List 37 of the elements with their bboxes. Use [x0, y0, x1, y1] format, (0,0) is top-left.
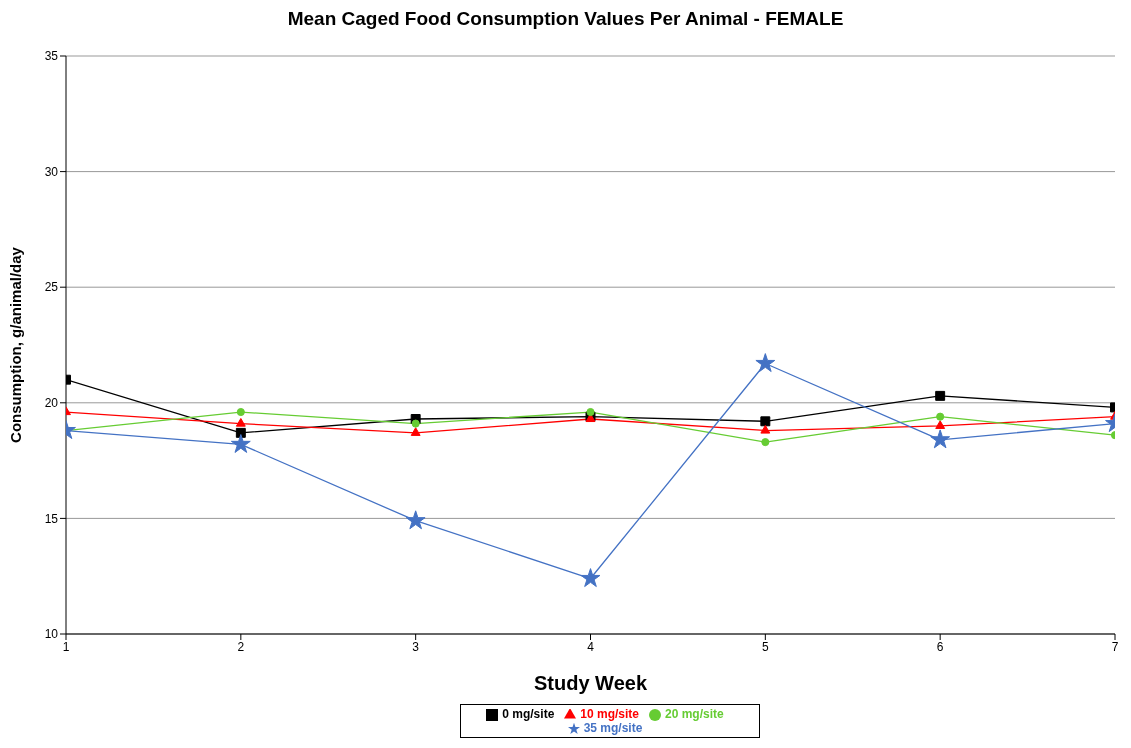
legend-label: 10 mg/site [580, 707, 640, 721]
x-axis-title: Study Week [534, 672, 648, 694]
point [760, 416, 771, 427]
point [580, 568, 601, 588]
y-tick-label: 20 [44, 396, 59, 411]
point [936, 412, 945, 421]
x-tick-label: 2 [237, 639, 245, 654]
x-tick-label: 4 [587, 639, 595, 654]
point [405, 510, 426, 530]
point [586, 407, 595, 417]
y-tick-label: 25 [44, 280, 59, 295]
y-tick-label: 35 [44, 49, 59, 64]
y-axis-title: Consumption, g/animal/day [7, 246, 25, 443]
legend-label: 0 mg/site [502, 707, 555, 721]
y-tick-label: 10 [44, 627, 59, 642]
point [230, 434, 251, 453]
x-tick-label: 1 [62, 639, 70, 654]
point [235, 427, 246, 438]
y-tick-label: 15 [44, 511, 59, 526]
point [930, 429, 951, 449]
x-tick-label: 5 [761, 639, 769, 654]
legend-label: 20 mg/site [665, 707, 724, 721]
point [935, 390, 946, 401]
point [760, 424, 771, 434]
x-tick-label: 3 [412, 639, 420, 654]
point [755, 353, 776, 372]
point [411, 419, 420, 428]
y-tick-label: 30 [44, 164, 59, 179]
point [761, 438, 770, 447]
x-tick-label: 6 [936, 639, 944, 654]
point [236, 407, 245, 417]
point [935, 420, 946, 429]
x-tick-label: 7 [1111, 639, 1119, 654]
chart-title: Mean Caged Food Consumption Values Per Animal - FEMALE [286, 8, 845, 30]
point [235, 417, 246, 427]
point [410, 427, 421, 436]
legend-label: 35 mg/site [583, 721, 643, 735]
